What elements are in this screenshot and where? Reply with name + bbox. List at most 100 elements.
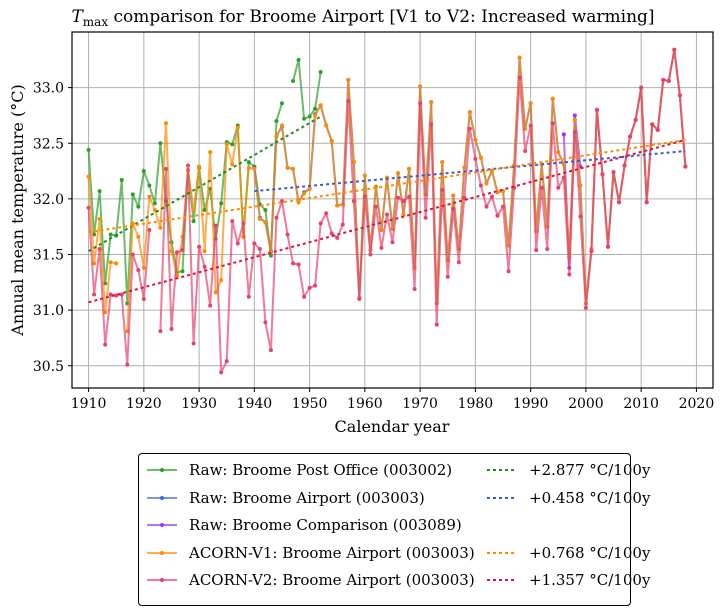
data-point [418, 84, 423, 89]
data-point [539, 185, 544, 190]
data-point [655, 127, 660, 132]
data-point [163, 121, 168, 126]
legend-trend-item: +2.877 °C/100y [487, 459, 650, 481]
data-point [291, 166, 296, 171]
data-point [418, 101, 423, 106]
data-point [208, 303, 213, 308]
data-point [335, 203, 340, 208]
data-point [677, 93, 682, 98]
data-point [158, 141, 163, 146]
trend-line [254, 150, 686, 193]
data-point [141, 265, 146, 270]
data-point [617, 200, 622, 205]
data-point [302, 191, 307, 196]
x-tick-label: 2000 [568, 396, 604, 412]
data-point [86, 205, 91, 210]
data-point [611, 170, 616, 175]
y-axis-label: Annual mean temperature (°C) [8, 84, 27, 336]
data-point [180, 248, 185, 253]
data-point [423, 215, 428, 220]
data-point [152, 201, 157, 206]
data-point [600, 172, 605, 177]
y-tick-label: 31.0 [33, 303, 64, 319]
data-point [346, 98, 351, 103]
data-point [114, 261, 119, 266]
trend-line [88, 138, 686, 234]
data-point [136, 204, 141, 209]
legend: Raw: Broome Post Office (003002) +2.877 °… [138, 453, 650, 606]
data-point [346, 77, 351, 82]
data-point [644, 200, 649, 205]
data-point [230, 142, 235, 147]
data-point [550, 96, 555, 101]
data-point [324, 123, 329, 128]
data-point [285, 165, 290, 170]
data-point [141, 297, 146, 301]
data-point [622, 163, 627, 168]
data-point [296, 262, 301, 267]
data-point [407, 194, 412, 199]
data-point [561, 162, 566, 167]
data-point [473, 156, 478, 161]
data-point [683, 164, 688, 169]
data-point [561, 175, 566, 180]
data-point [130, 192, 135, 197]
data-point [434, 322, 439, 327]
data-point [274, 215, 279, 220]
y-ticks: 30.5 31.0 31.5 32.0 32.5 33.0 [33, 81, 72, 375]
data-point [340, 222, 345, 227]
x-tick-label: 2010 [623, 396, 659, 412]
data-point [628, 134, 633, 139]
legend-swatch [147, 468, 177, 472]
data-point [202, 208, 207, 212]
data-point [180, 269, 185, 274]
data-point [219, 278, 224, 283]
data-point [368, 252, 373, 257]
data-point [92, 292, 97, 297]
data-point [186, 163, 191, 168]
y-tick-label: 32.0 [33, 192, 64, 208]
data-point [572, 130, 577, 135]
data-point [114, 293, 119, 298]
data-point [119, 292, 124, 297]
data-point [307, 114, 312, 119]
data-point [147, 183, 152, 188]
data-point [318, 221, 323, 226]
data-point [191, 341, 196, 346]
data-point [158, 225, 163, 230]
legend-trend-item: +0.458 °C/100y [487, 487, 650, 509]
data-point [291, 261, 296, 266]
data-point [589, 249, 594, 254]
data-point [351, 199, 356, 204]
trend-lines [88, 115, 686, 304]
data-point [528, 123, 533, 128]
data-point [456, 260, 461, 265]
data-point [390, 240, 395, 245]
data-point [130, 252, 135, 257]
data-point [556, 185, 561, 190]
data-point [313, 106, 318, 111]
x-tick-label: 1980 [458, 396, 494, 412]
data-point [252, 166, 257, 171]
data-point [224, 142, 229, 147]
legend-swatch [147, 550, 177, 555]
data-point [108, 232, 113, 237]
data-point [379, 228, 384, 233]
data-point [197, 164, 202, 169]
data-point [462, 165, 467, 170]
data-point [191, 208, 196, 212]
data-point [169, 249, 174, 254]
data-point [633, 117, 638, 122]
y-tick-label: 33.0 [33, 81, 64, 97]
data-point [506, 269, 511, 274]
data-point [163, 166, 168, 171]
data-point [136, 268, 141, 273]
data-point [517, 55, 522, 60]
data-point [208, 150, 213, 155]
legend-swatch [147, 495, 177, 500]
data-point [230, 162, 235, 167]
data-point [279, 123, 284, 128]
data-point [606, 244, 611, 249]
data-point [578, 214, 583, 219]
data-point [235, 241, 240, 246]
